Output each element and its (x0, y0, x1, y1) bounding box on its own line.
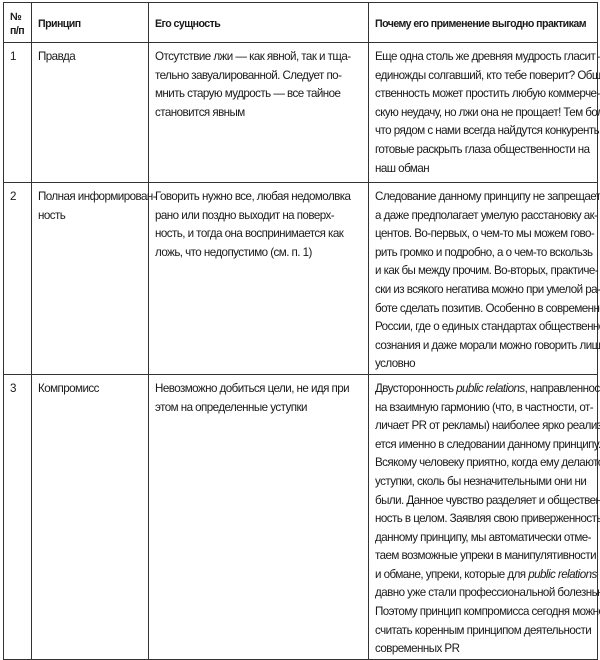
cell-line: были. Данное чувство разделяет и обществ… (375, 493, 600, 507)
cell-line: на взаимную гармонию (что, в частности, … (375, 400, 594, 414)
principle-cell: Правда (31, 42, 149, 183)
cell-line: и обмане, упреки, которые для public rel… (375, 566, 597, 585)
cell-line: ется именно в следовании данному принцип… (375, 437, 600, 451)
cell-line: мнить старую мудрость — все тайное (155, 87, 341, 101)
cell-line: ложь, что недопустимо (см. п. 1) (155, 245, 312, 259)
principle-cell: Полная информирован-ность (31, 182, 157, 375)
cell-line: единожды солгавший, кто тебе поверит? Об… (375, 68, 600, 82)
cell-line: уступки, сколь бы незначительными они ни (375, 474, 587, 488)
essence-cell: Невозможно добиться цели, не идя при этом… (148, 373, 369, 660)
cell-line: условно (375, 357, 416, 371)
cell-line: становится явным (155, 105, 245, 119)
cell-line: Полная информирован- (38, 190, 157, 203)
benefit-cell: Двусторонность public relations, направл… (368, 373, 600, 660)
cell-line: Еще одна столь же древняя мудрость гласи… (375, 50, 600, 63)
cell-line: что рядом с нами всегда найдутся конкуре… (375, 124, 600, 138)
cell-line: таем возможные упреки в манипулятивности (375, 549, 597, 563)
cell-line: Говорить нужно все, любая недомолвка (155, 190, 351, 203)
row-number: 3 (3, 373, 32, 660)
row-number: 2 (3, 182, 32, 375)
text-segment: , направленность (524, 381, 600, 395)
header-row: № п/п Принцип Его сущность Почему его пр… (3, 2, 598, 43)
cell-line: ность в целом. Заявляя свою приверженнос… (375, 512, 600, 526)
cell-line: боте сделать позитив. Особенно в совреме… (375, 301, 600, 315)
cell-line: Двусторонность public relations, направл… (375, 380, 600, 399)
principle-cell: Компромисс (31, 373, 149, 660)
cell-line: считать коренным принципом деятельности (375, 623, 592, 637)
cell-line: ность, и тогда она воспринимается как (155, 227, 344, 241)
table-row: 2 Полная информирован-ность Говорить нужно… (3, 182, 600, 375)
header-benefit: Почему его применение выгодно практикам (368, 2, 598, 43)
cell-line: Невозможно добиться цели, не идя при (155, 381, 350, 395)
cell-line: ность (38, 208, 66, 222)
italic-term: public relations (528, 567, 597, 581)
italic-term: public relations (456, 381, 525, 395)
principles-table: № п/п Принцип Его сущность Почему его пр… (3, 2, 600, 660)
cell-line: современных PR (375, 642, 460, 656)
cell-line: Правда (38, 50, 76, 63)
cell-line: давно уже стали профессиональной болезнь… (375, 586, 600, 600)
benefit-cell: Еще одна столь же древняя мудрость гласи… (368, 42, 600, 183)
cell-line: этом на определенные уступки (155, 400, 307, 414)
table-row: 1 Правда Отсутствие лжи — как явной, так и… (3, 42, 600, 183)
cell-line: сознания и даже морали можно говорить ли… (375, 338, 600, 352)
cell-line: а даже предполагает умелую расстановку а… (375, 208, 598, 222)
cell-line: личает PR от рекламы) наиболее ярко реал… (375, 419, 600, 433)
cell-line: наш обман (375, 161, 430, 175)
cell-line: России, где о единых стандартах обществе… (375, 320, 600, 334)
cell-line: Всякому человеку приятно, когда ему дела… (375, 456, 600, 470)
essence-cell: Отсутствие лжи — как явной, так и тща-те… (148, 42, 369, 183)
header-number: № п/п (3, 2, 32, 43)
cell-line: рано или поздно выходит на поверх- (155, 208, 335, 222)
cell-line: ственность может простить любую коммерче… (375, 87, 600, 101)
cell-line: Поэтому принцип компромисса сегодня можн… (375, 605, 600, 619)
header-principle: Принцип (31, 2, 149, 43)
cell-line: данному принципу, мы автоматически отме- (375, 530, 592, 544)
cell-line: и как бы между прочим. Во-вторых, практи… (375, 264, 599, 278)
cell-line: скую неудачу, но лжи она не прощает! Тем… (375, 105, 600, 119)
header-essence: Его сущность (148, 2, 369, 43)
row-number: 1 (3, 42, 32, 183)
cell-line: центов. Во-первых, о чем-то мы можем гов… (375, 227, 595, 241)
cell-line: Следование данному принципу не запрещает… (375, 190, 600, 203)
cell-line: Компромисс (38, 381, 99, 395)
benefit-cell: Следование данному принципу не запрещает… (368, 182, 600, 375)
table-row: 3 Компромисс Невозможно добиться цели, не … (3, 373, 600, 660)
text-segment: и обмане, упреки, которые для (375, 567, 529, 581)
cell-line: готовые раскрыть глаза общественности на (375, 142, 590, 156)
essence-cell: Говорить нужно все, любая недомолвка рано… (148, 182, 369, 375)
text-segment: Двусторонность (375, 381, 457, 395)
cell-line: Отсутствие лжи — как явной, так и тща- (155, 50, 351, 63)
cell-line: ски из всякого негатива можно при умелой… (375, 282, 600, 296)
cell-line: рить громко и подробно, а о чем-то вскол… (375, 245, 593, 259)
cell-line: тельно завуалированной. Следует по- (155, 68, 342, 82)
